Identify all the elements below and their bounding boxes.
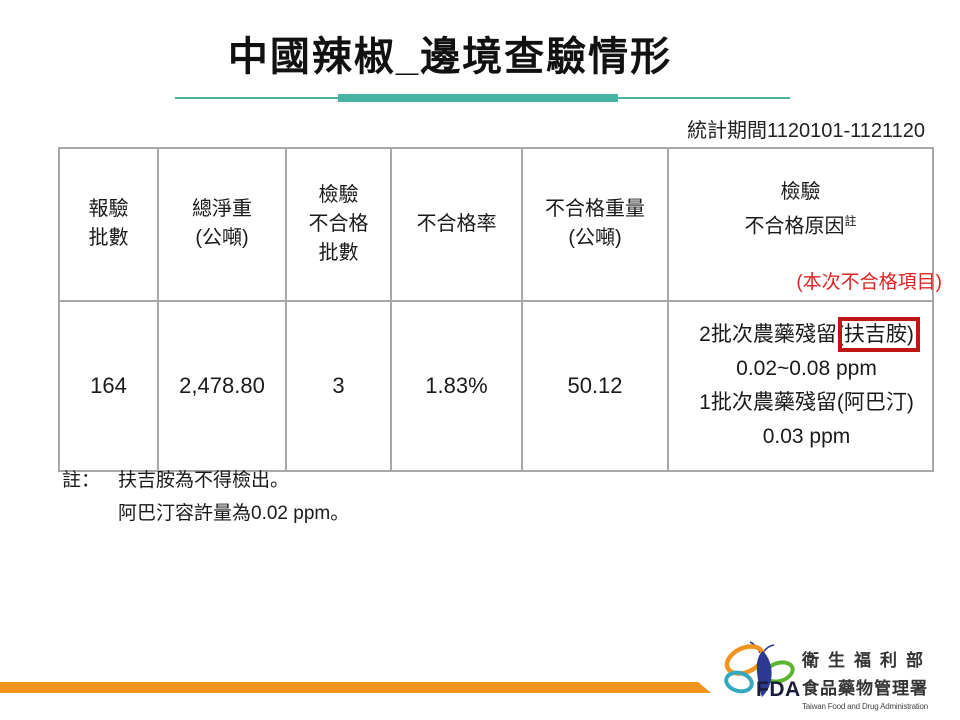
footnote-1: 註： 扶吉胺為不得檢出。 <box>62 464 349 497</box>
org-name-agency: 食品藥物管理署 <box>802 679 928 698</box>
col-header-total-net-weight: 總淨重 (公噸) <box>157 147 287 302</box>
footnote-marker: 註 <box>844 214 857 228</box>
col-header-failed-batches: 檢驗 不合格 批數 <box>285 147 392 302</box>
col-header-reported-batches: 報驗 批數 <box>58 147 159 302</box>
footnote-2: 阿巴汀容許量為0.02 ppm。 <box>118 503 350 524</box>
reason-line-2: 0.02~0.08 ppm <box>736 356 877 380</box>
bottom-accent-bar <box>0 682 711 693</box>
inspection-table: 報驗 批數 總淨重 (公噸) 檢驗 不合格 批數 不合格率 不合格重量 (公噸)… <box>58 147 942 472</box>
footnotes: 註： 扶吉胺為不得檢出。 阿巴汀容許量為0.02 ppm。 <box>62 464 349 530</box>
col-header-failure-rate: 不合格率 <box>390 147 523 302</box>
reason-line-1: 2批次農藥殘留(扶吉胺) <box>699 316 920 352</box>
reason-line-4: 0.03 ppm <box>762 424 851 448</box>
statistics-period: 統計期間1120101-1121120 <box>687 120 925 142</box>
divider-thick-segment <box>338 94 618 102</box>
organization-name: 衛生福利部 食品藥物管理署 Taiwan Food and Drug Admin… <box>802 646 932 711</box>
fda-acronym: FDA <box>756 678 801 701</box>
page-title: 中國辣椒_邊境查驗情形 <box>227 35 673 79</box>
cell-failed-batches: 3 <box>285 299 392 472</box>
butterfly-logo-icon <box>724 641 795 697</box>
org-name-ministry: 衛生福利部 <box>802 651 932 670</box>
title-divider <box>0 92 960 104</box>
cell-failed-weight: 50.12 <box>521 299 669 472</box>
cell-failure-reason: 2批次農藥殘留(扶吉胺) 0.02~0.08 ppm 1批次農藥殘留(阿巴汀) … <box>667 299 934 472</box>
cell-failure-rate: 1.83% <box>390 299 523 472</box>
col-header-failed-weight: 不合格重量 (公噸) <box>521 147 669 302</box>
reason-line-3: 1批次農藥殘留(阿巴汀) <box>699 390 914 414</box>
failure-reason-header-text: 檢驗 不合格原因註 <box>744 181 857 238</box>
footnote-label: 註： <box>62 470 101 491</box>
fda-logo: FDA 衛生福利部 食品藥物管理署 Taiwan Food and Drug A… <box>720 636 950 712</box>
table-row: 164 2,478.80 3 1.83% 50.12 2批次農藥殘留(扶吉胺) … <box>58 299 934 472</box>
col-header-failure-reason: 檢驗 不合格原因註 (本次不合格項目) <box>667 147 942 302</box>
org-name-english: Taiwan Food and Drug Administration <box>802 702 928 711</box>
footnote-1-text: 扶吉胺為不得檢出。 <box>118 470 290 491</box>
table-header-row: 報驗 批數 總淨重 (公噸) 檢驗 不合格 批數 不合格率 不合格重量 (公噸)… <box>58 147 942 302</box>
cell-reported-batches: 164 <box>58 299 159 472</box>
current-failed-items-note: (本次不合格項目) <box>796 271 942 293</box>
cell-total-net-weight: 2,478.80 <box>157 299 287 472</box>
highlight-box-fluazinam: 扶吉胺) <box>837 316 920 352</box>
